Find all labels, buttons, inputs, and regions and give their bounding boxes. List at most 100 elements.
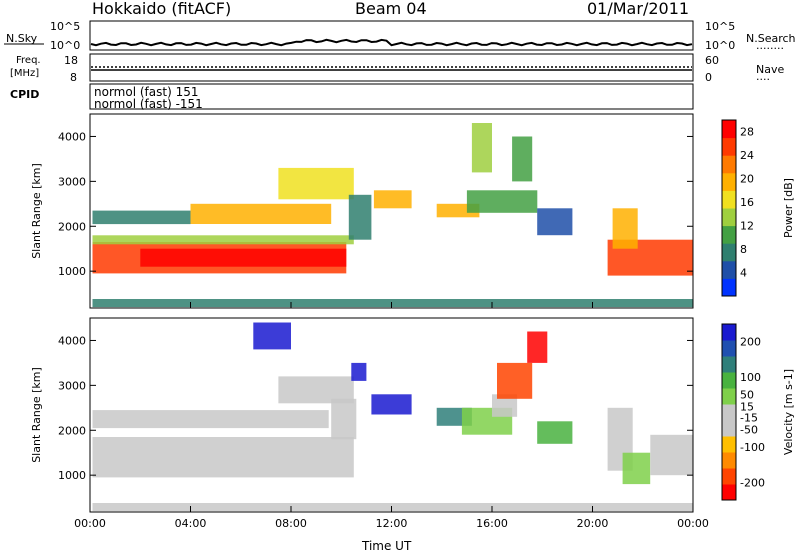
power-scatter-region bbox=[140, 248, 347, 267]
x-axis-label: Time UT bbox=[361, 539, 412, 553]
power-scatter-region bbox=[537, 208, 573, 236]
power-y-tick-label: 3000 bbox=[58, 175, 86, 188]
cpid-frame bbox=[89, 83, 694, 110]
power-scatter-region bbox=[612, 208, 638, 249]
cpid-panel: CPID normol (fast) 151 normol (fast) -15… bbox=[10, 83, 694, 111]
power-colorbar-swatch bbox=[722, 208, 736, 227]
nsky-label: N.Sky bbox=[6, 32, 38, 45]
freq-frame bbox=[89, 53, 694, 82]
velocity-scatter-region bbox=[492, 394, 518, 417]
power-colorbar-tick-label: 8 bbox=[740, 243, 747, 256]
cpid-line-1: normol (fast) 151 bbox=[94, 85, 198, 99]
velocity-colorbar-tick-label: -50 bbox=[740, 424, 758, 437]
velocity-colorbar-tick-label: -15 bbox=[740, 411, 758, 424]
power-colorbar-swatch bbox=[722, 137, 736, 156]
velocity-scatter-region bbox=[92, 503, 693, 512]
velocity-scatter-region bbox=[331, 398, 357, 440]
velocity-colorbar-tick-label: 15 bbox=[740, 401, 754, 414]
power-colorbar-swatch bbox=[722, 120, 736, 139]
x-tick-label: 20:00 bbox=[577, 517, 609, 530]
velocity-scatter-region bbox=[253, 322, 291, 350]
velocity-y-tick-label: 4000 bbox=[58, 334, 86, 347]
power-colorbar-swatch bbox=[722, 243, 736, 262]
x-tick-label: 00:00 bbox=[74, 517, 106, 530]
power-y-tick-label: 4000 bbox=[58, 130, 86, 143]
velocity-colorbar-swatch bbox=[722, 324, 736, 341]
power-scatter-region bbox=[348, 194, 372, 240]
power-colorbar-tick-label: 16 bbox=[740, 196, 754, 209]
freq-label-line1: Freq. bbox=[16, 55, 41, 66]
power-scatter-region bbox=[92, 210, 191, 225]
power-colorbar-tick-label: 24 bbox=[740, 149, 754, 162]
nsearch-label: N.Search bbox=[746, 32, 796, 45]
freq-right-tick-high: 60 bbox=[705, 54, 719, 67]
velocity-colorbar-tick-label: 50 bbox=[740, 388, 754, 401]
power-colorbar-swatch bbox=[722, 190, 736, 209]
power-colorbar-tick-label: 12 bbox=[740, 220, 754, 233]
velocity-scatter-region bbox=[351, 362, 367, 381]
velocity-scatter-region bbox=[650, 434, 693, 476]
freq-tick-high: 18 bbox=[64, 54, 78, 67]
power-colorbar-label: Power [dB] bbox=[782, 178, 795, 238]
x-tick-label: 00:00 bbox=[677, 517, 709, 530]
velocity-scatter-region bbox=[537, 421, 573, 444]
velocity-y-tick-label: 3000 bbox=[58, 379, 86, 392]
power-y-tick-label: 2000 bbox=[58, 220, 86, 233]
velocity-colorbar-label: Velocity [m s-1] bbox=[782, 369, 795, 455]
velocity-scatter-region bbox=[371, 394, 412, 415]
power-scatter-region bbox=[92, 235, 354, 245]
nsky-right-tick-low: 10^0 bbox=[705, 39, 735, 52]
velocity-y-tick-label: 2000 bbox=[58, 424, 86, 437]
power-colorbar-frame bbox=[721, 119, 737, 297]
date-title: 01/Mar/2011 bbox=[587, 0, 689, 18]
x-tick-label: 04:00 bbox=[175, 517, 207, 530]
velocity-colorbar-frame bbox=[721, 323, 737, 501]
velocity-scatter-region bbox=[497, 362, 533, 399]
power-colorbar-swatch bbox=[722, 225, 736, 244]
power-scatter-region bbox=[92, 299, 693, 308]
cpid-line-2: normol (fast) -151 bbox=[94, 97, 203, 111]
velocity-scatter-region bbox=[527, 331, 548, 363]
power-scatter-region bbox=[373, 190, 412, 209]
nsky-trace bbox=[90, 38, 693, 47]
velocity-colorbar-tick-label: 200 bbox=[740, 336, 761, 349]
power-colorbar-tick-label: 28 bbox=[740, 126, 754, 139]
freq-panel: Freq. [MHz] 18 8 60 0 Nave .... bbox=[10, 53, 784, 84]
power-y-tick-label: 1000 bbox=[58, 265, 86, 278]
x-tick-label: 16:00 bbox=[476, 517, 508, 530]
freq-label-line2: [MHz] bbox=[10, 68, 39, 79]
station-title: Hokkaido (fitACF) bbox=[92, 0, 231, 18]
nave-legend: .... bbox=[756, 70, 770, 83]
velocity-colorbar-swatch bbox=[722, 484, 736, 501]
velocity-colorbar-tick-label: -100 bbox=[740, 441, 765, 454]
nsky-frame bbox=[89, 20, 694, 51]
nsky-right-tick-high: 10^5 bbox=[705, 20, 735, 33]
freq-right-tick-low: 0 bbox=[705, 71, 712, 84]
power-scatter-region bbox=[471, 123, 492, 173]
velocity-scatter-region bbox=[92, 437, 354, 478]
velocity-colorbar-swatch bbox=[722, 372, 736, 389]
nsearch-legend: ........ bbox=[756, 39, 784, 52]
nsky-tick-high: 10^5 bbox=[50, 20, 80, 33]
power-colorbar-swatch bbox=[722, 155, 736, 174]
power-colorbar-tick-label: 20 bbox=[740, 173, 754, 186]
beam-title: Beam 04 bbox=[355, 0, 427, 18]
velocity-colorbar-swatch bbox=[722, 340, 736, 357]
cpid-label: CPID bbox=[10, 88, 39, 101]
power-scatter-region bbox=[512, 136, 533, 182]
power-colorbar-swatch bbox=[722, 260, 736, 279]
power-scatter-region bbox=[190, 203, 332, 224]
velocity-colorbar-tick-label: 100 bbox=[740, 371, 761, 384]
power-y-axis-label: Slant Range [km] bbox=[30, 163, 43, 259]
x-tick-label: 12:00 bbox=[376, 517, 408, 530]
velocity-colorbar-swatch bbox=[722, 388, 736, 405]
power-scatter-region bbox=[278, 167, 354, 200]
velocity-y-axis-label: Slant Range [km] bbox=[30, 367, 43, 463]
velocity-colorbar-swatch bbox=[722, 452, 736, 469]
velocity-colorbar-swatch bbox=[722, 404, 736, 421]
power-panel: 1000 2000 3000 4000 Slant Range [km] 28 24 20 16… bbox=[30, 113, 795, 309]
velocity-colorbar-swatch bbox=[722, 356, 736, 373]
power-colorbar-swatch bbox=[722, 278, 736, 297]
power-colorbar-tick-label: 4 bbox=[740, 267, 747, 280]
